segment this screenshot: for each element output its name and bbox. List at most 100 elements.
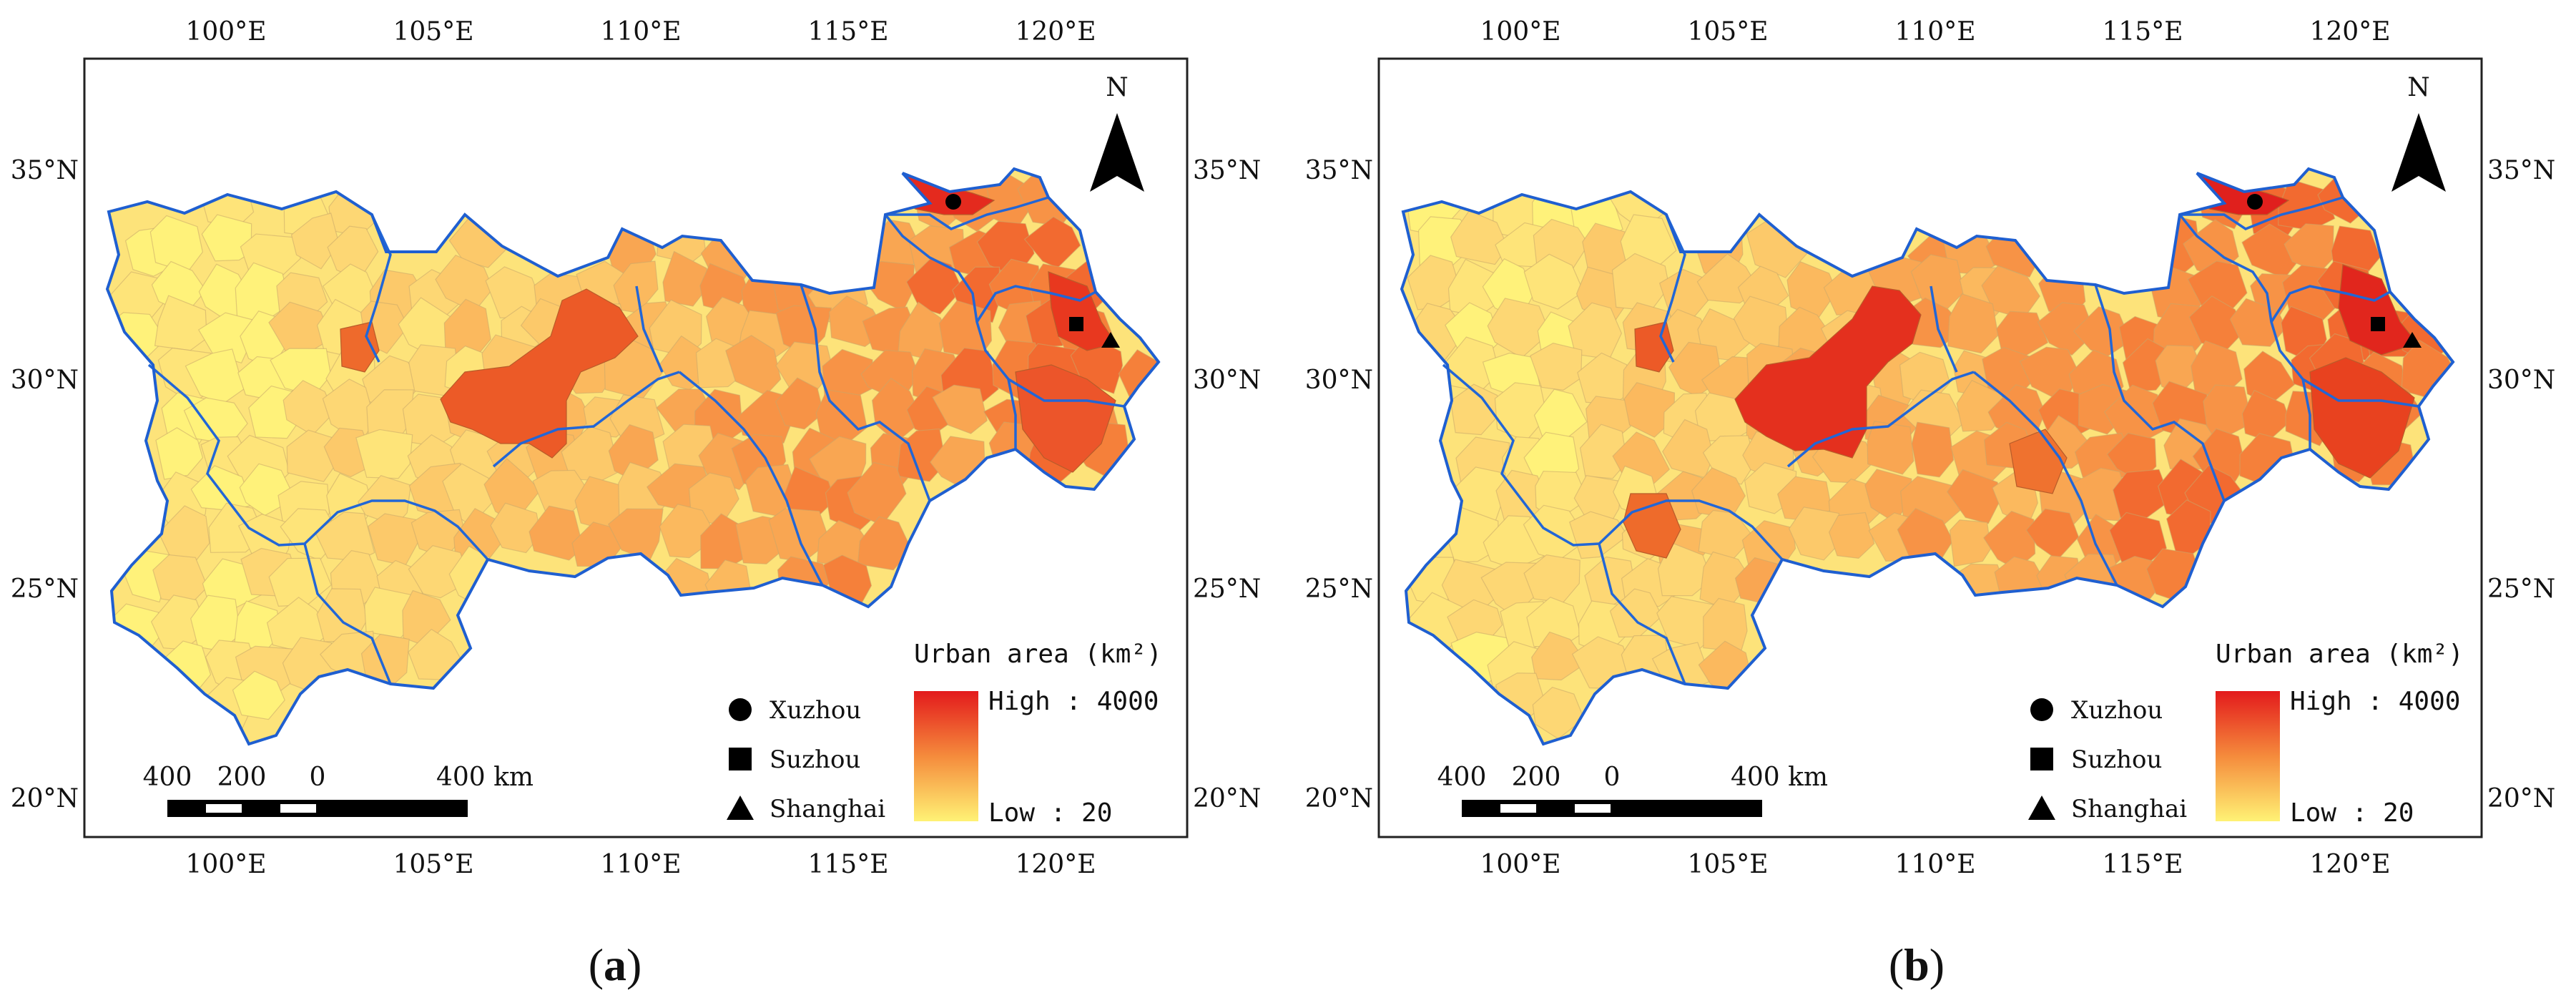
high-urban-region [440, 288, 639, 459]
color-legend: Urban area (km²) High : 4000 Low : 20 [2216, 640, 2464, 828]
prefecture-region [775, 377, 825, 430]
lon-tick: 100°E [1480, 17, 1561, 47]
choropleth-map [1400, 167, 2455, 746]
prefecture-region [201, 214, 252, 262]
lat-ticks-right: 35°N 30°N 25°N 20°N [1193, 156, 1261, 813]
city-legend: Xuzhou Suzhou Shanghai [2028, 696, 2187, 823]
xuzhou-marker-icon [2247, 194, 2263, 210]
lon-tick: 115°E [808, 17, 889, 47]
prefecture-region [1828, 512, 1875, 559]
lon-tick: 100°E [1480, 850, 1561, 879]
legend-color-ramp [2216, 691, 2280, 821]
panel-a: 100°E 105°E 110°E 115°E 120°E 100°E 105°… [11, 17, 1262, 990]
triangle-icon [727, 796, 754, 820]
prefecture-region [1450, 210, 1508, 265]
lat-tick: 25°N [11, 574, 79, 604]
circle-icon [2030, 698, 2053, 721]
lon-tick: 120°E [2310, 17, 2391, 47]
lon-ticks-bottom: 100°E 105°E 110°E 115°E 120°E [186, 850, 1096, 879]
scale-label: 0 [310, 763, 326, 792]
scale-label: 200 [217, 763, 267, 792]
shanghai-marker-icon [1101, 332, 1120, 348]
north-arrow: N [1090, 73, 1144, 192]
north-arrow-icon [2391, 113, 2446, 192]
high-urban-region [1015, 364, 1116, 473]
lat-tick: 35°N [2487, 156, 2555, 185]
lat-tick: 35°N [1193, 156, 1261, 185]
lat-tick: 20°N [11, 784, 79, 813]
high-urban-region [1634, 321, 1674, 373]
lat-tick: 35°N [1305, 156, 1373, 185]
lon-tick: 120°E [1016, 17, 1096, 47]
high-urban-region [1048, 271, 1116, 351]
lat-ticks-left: 35°N 30°N 25°N 20°N [1305, 156, 1373, 813]
lon-tick: 105°E [1688, 17, 1769, 47]
lon-tick: 110°E [1895, 17, 1976, 47]
city-markers [945, 194, 1120, 348]
prefecture-region [932, 384, 988, 434]
square-icon [2030, 748, 2053, 770]
province-boundaries [147, 196, 1125, 685]
city-legend-label: Xuzhou [770, 696, 861, 725]
lon-ticks-top: 100°E 105°E 110°E 115°E 120°E [186, 17, 1096, 47]
lat-ticks-right: 35°N 30°N 25°N 20°N [2487, 156, 2555, 813]
scale-label: 400 km [1731, 763, 1828, 792]
province-boundaries [1442, 196, 2419, 685]
lon-tick: 115°E [2103, 850, 2183, 879]
lat-tick: 25°N [2487, 574, 2555, 604]
prefecture-region [355, 429, 413, 479]
lon-tick: 110°E [601, 850, 682, 879]
panel-caption: (b) [1889, 939, 1945, 990]
prefecture-region [1623, 382, 1676, 438]
lon-tick: 100°E [186, 850, 267, 879]
lon-tick: 105°E [393, 850, 474, 879]
prefecture-region [232, 670, 285, 720]
high-urban-region [2309, 357, 2415, 479]
suzhou-marker-icon [1069, 317, 1083, 331]
lon-tick: 120°E [1016, 850, 1096, 879]
prefecture-region [1530, 342, 1583, 391]
prefecture-region [1531, 631, 1588, 681]
city-legend-label: Shanghai [2071, 795, 2187, 823]
lon-tick: 100°E [186, 17, 267, 47]
city-legend-label: Xuzhou [2071, 696, 2163, 725]
scale-label: 200 [1512, 763, 1561, 792]
lon-tick: 120°E [2310, 850, 2391, 879]
scale-bar-segment [1500, 804, 1536, 813]
city-markers [2247, 194, 2422, 348]
highlight-region-layer [340, 171, 1116, 473]
lat-tick: 20°N [1193, 784, 1261, 813]
city-legend-label: Suzhou [2071, 745, 2162, 774]
city-legend-label: Suzhou [770, 745, 860, 774]
lat-tick: 25°N [1193, 574, 1261, 604]
scale-label: 400 [143, 763, 192, 792]
prefecture-region [1579, 424, 1628, 479]
panel-caption: (a) [589, 939, 642, 990]
legend-high-label: High : 4000 [988, 687, 1159, 716]
lat-tick: 30°N [1305, 366, 1373, 395]
circle-icon [729, 698, 752, 721]
prefecture-region [2037, 302, 2096, 356]
lon-tick: 110°E [601, 17, 682, 47]
scale-bar-segment [206, 804, 242, 813]
city-legend: Xuzhou Suzhou Shanghai [727, 696, 885, 823]
prefecture-region [1569, 511, 1628, 559]
lon-ticks-top: 100°E 105°E 110°E 115°E 120°E [1480, 17, 2391, 47]
prefecture-region [1789, 507, 1844, 561]
xuzhou-marker-icon [945, 194, 961, 210]
legend-color-ramp [914, 691, 978, 821]
north-arrow: N [2391, 73, 2446, 192]
lat-tick: 20°N [1305, 784, 1373, 813]
prefecture-region [857, 516, 913, 571]
scale-label: 400 km [436, 763, 534, 792]
city-legend-label: Shanghai [770, 795, 885, 823]
legend-title: Urban area (km²) [2216, 640, 2464, 669]
study-area-outline [1400, 167, 2455, 746]
prefecture-region [1911, 421, 1955, 478]
legend-title: Urban area (km²) [914, 640, 1162, 669]
prefecture-region [905, 258, 963, 315]
prefecture-region [1867, 421, 1914, 475]
scale-bar: 400 200 0 400 km [143, 763, 534, 817]
shanghai-marker-icon [2403, 332, 2422, 348]
